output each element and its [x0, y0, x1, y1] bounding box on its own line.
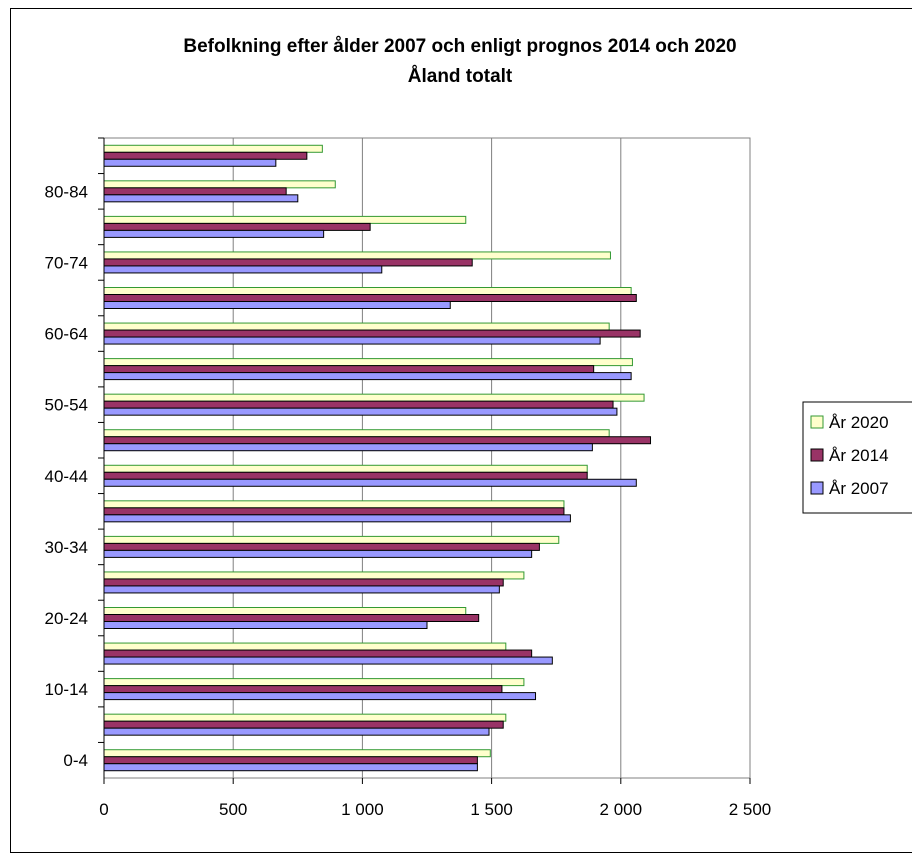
bar-10-14-År-2020	[103, 678, 525, 687]
bar-0-4-År-2007	[103, 763, 478, 772]
bar-70-74-År-2014	[103, 258, 473, 267]
y-tick-label: 30-34	[45, 538, 88, 557]
bar-65-69-År-2014	[103, 294, 637, 302]
bar-85--År-2007	[103, 158, 277, 167]
bar-30-34-År-2020	[103, 535, 560, 544]
bar-25-29-År-2007	[103, 585, 500, 594]
bar-25-29-År-2014	[103, 578, 504, 587]
x-tick-label: 0	[99, 800, 108, 819]
x-tick-label: 2 500	[729, 800, 772, 819]
bar-60-64-År-2020	[103, 322, 610, 331]
bar-35-39-År-2020	[103, 500, 565, 509]
bar-45-49-År-2020	[103, 429, 610, 438]
bar-70-74-År-2020	[103, 251, 611, 260]
legend-swatch	[810, 415, 824, 429]
y-tick-label: 50-54	[45, 396, 88, 415]
bar-50-54-År-2007	[103, 407, 618, 416]
bar-45-49-År-2014	[103, 436, 652, 445]
axes: 0 500 1 000 1 500 2 000 2 500 0-4 10-14 20-24 30-…	[45, 137, 772, 819]
bar-40-44-År-2007	[103, 478, 637, 487]
bar-75-79-År-2020	[103, 215, 467, 224]
bar-35-39-År-2014	[103, 507, 565, 516]
bar-55-59-År-2020	[103, 358, 633, 367]
y-tick-label: 40-44	[45, 467, 88, 486]
bar-75-79-År-2014	[103, 222, 371, 231]
bar-40-44-År-2020	[103, 464, 588, 473]
bar-20-24-År-2014	[103, 614, 480, 622]
bar-20-24-År-2007	[103, 621, 428, 629]
bar-30-34-År-2014	[103, 542, 540, 551]
bar-35-39-År-2007	[103, 514, 571, 523]
legend-label: År 2007	[829, 479, 889, 498]
bar-15-19-År-2014	[103, 649, 533, 658]
legend-swatch	[810, 481, 824, 495]
bar-10-14-År-2014	[103, 685, 503, 694]
bar-80-84-År-2007	[103, 194, 299, 203]
x-tick-label: 2 000	[600, 800, 643, 819]
bar-65-69-År-2007	[103, 301, 451, 309]
bar-55-59-År-2014	[103, 365, 595, 374]
bar-70-74-År-2007	[103, 265, 383, 274]
bars	[103, 144, 652, 772]
y-tick-label: 70-74	[45, 253, 88, 272]
bar-25-29-År-2020	[103, 571, 525, 580]
bar-0-4-År-2020	[103, 749, 491, 758]
gridlines	[103, 137, 751, 779]
bar-65-69-År-2020	[103, 287, 632, 295]
bar-5-9-År-2007	[103, 727, 490, 736]
plot-area	[103, 137, 751, 779]
bar-0-4-År-2014	[103, 756, 478, 765]
legend-swatch	[810, 448, 824, 462]
x-tick-label: 1 500	[470, 800, 513, 819]
y-tick-label: 80-84	[45, 182, 88, 201]
bar-55-59-År-2007	[103, 372, 632, 381]
bar-50-54-År-2014	[103, 400, 614, 409]
bar-75-79-År-2007	[103, 229, 325, 238]
y-tick-label: 20-24	[45, 609, 88, 628]
bar-60-64-År-2007	[103, 336, 601, 345]
bar-85--År-2014	[103, 151, 308, 160]
bar-10-14-År-2007	[103, 692, 537, 701]
bar-50-54-År-2020	[103, 393, 645, 402]
bar-45-49-År-2007	[103, 443, 593, 452]
legend-label: År 2020	[829, 413, 889, 432]
bar-5-9-År-2020	[103, 713, 507, 722]
y-tick-label: 60-64	[45, 325, 88, 344]
bar-85--År-2020	[103, 144, 323, 153]
bar-20-24-År-2020	[103, 607, 467, 615]
bar-80-84-År-2014	[103, 187, 287, 196]
x-tick-label: 1 000	[341, 800, 384, 819]
bar-40-44-År-2014	[103, 471, 588, 480]
x-tick-label: 500	[219, 800, 247, 819]
legend-label: År 2014	[829, 446, 889, 465]
y-tick-label: 0-4	[63, 751, 88, 770]
bar-15-19-År-2020	[103, 642, 507, 651]
bar-5-9-År-2014	[103, 720, 504, 729]
legend: År 2020 År 2014 År 2007	[802, 401, 912, 514]
bar-15-19-År-2007	[103, 656, 553, 665]
chart-title: Befolkning efter ålder 2007 och enligt p…	[183, 36, 736, 57]
y-tick-label: 10-14	[45, 680, 88, 699]
chart-subtitle: Åland totalt	[408, 66, 513, 87]
bar-80-84-År-2020	[103, 180, 336, 189]
bar-60-64-År-2014	[103, 329, 641, 338]
bar-30-34-År-2007	[103, 549, 533, 558]
